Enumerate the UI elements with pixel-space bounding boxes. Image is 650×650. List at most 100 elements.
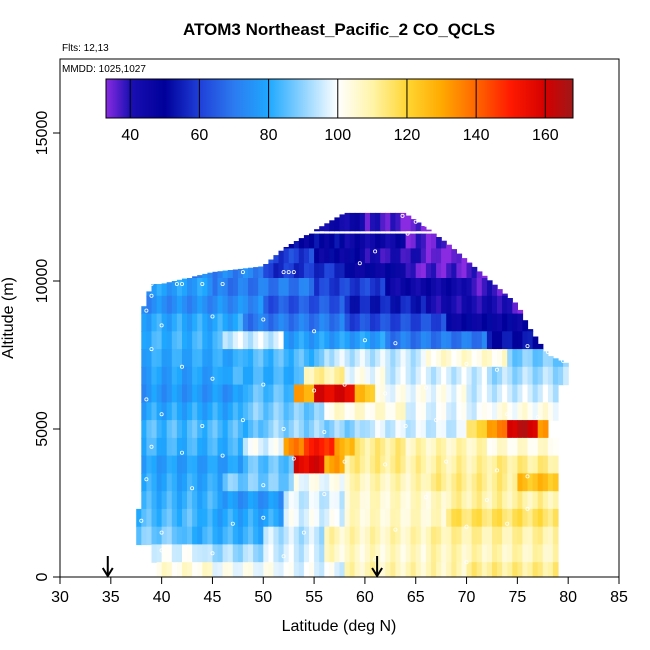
heatmap-cell [309, 313, 315, 332]
heatmap-cell [319, 420, 325, 439]
heatmap-cell [532, 455, 539, 474]
heatmap-cell [263, 331, 269, 350]
heatmap-cell [476, 562, 483, 578]
heatmap-cell [202, 437, 208, 457]
sample-point [525, 344, 530, 349]
heatmap-cell [222, 437, 229, 457]
heatmap-cell [222, 420, 229, 439]
heatmap-cell [542, 420, 549, 439]
heatmap-cell [146, 508, 153, 528]
heatmap-cell [552, 562, 559, 578]
heatmap-cell [552, 473, 559, 492]
heatmap-cell [354, 313, 361, 332]
heatmap-cell [166, 508, 173, 528]
heatmap-cell [258, 473, 264, 492]
heatmap-cell [344, 455, 351, 474]
heatmap-cell [237, 420, 244, 439]
sample-point [240, 270, 245, 275]
heatmap-cell [298, 544, 305, 563]
heatmap-cell [486, 402, 493, 421]
heatmap-cell [375, 384, 381, 403]
heatmap-cell [527, 384, 534, 403]
heatmap-cell [141, 384, 147, 403]
heatmap-cell [166, 349, 173, 368]
heatmap-cell [303, 402, 310, 421]
heatmap-cell [405, 233, 412, 252]
heatmap-cell [278, 366, 285, 386]
heatmap-cell [324, 544, 330, 563]
heatmap-cell [171, 473, 178, 492]
heatmap-cell [273, 402, 280, 421]
heatmap-cell [380, 212, 386, 232]
heatmap-cell [263, 508, 269, 528]
heatmap-cell [212, 366, 219, 386]
heatmap-cell [471, 491, 478, 510]
heatmap-cell [349, 491, 356, 510]
heatmap-cell [324, 263, 330, 282]
heatmap-cell [461, 366, 468, 386]
heatmap-cell [547, 455, 554, 474]
heatmap-cell [146, 420, 153, 439]
sample-point [149, 281, 154, 286]
heatmap-cell [512, 508, 518, 528]
heatmap-cell [436, 473, 442, 492]
heatmap-cell [339, 508, 346, 528]
heatmap-cell [314, 402, 320, 421]
heatmap-cell [293, 544, 300, 563]
heatmap-cell [410, 420, 417, 439]
heatmap-cell [552, 402, 559, 421]
heatmap-cell [197, 384, 203, 403]
heatmap-cell [359, 349, 366, 368]
heatmap-cell [217, 473, 224, 492]
heatmap-cell [268, 263, 275, 282]
heatmap-cell [405, 526, 412, 546]
heatmap-cell [420, 420, 427, 439]
heatmap-cell [436, 562, 442, 578]
heatmap-cell [385, 366, 391, 386]
heatmap-cell [329, 278, 335, 297]
heatmap-cell [451, 384, 457, 403]
heatmap-cell [161, 295, 168, 315]
heatmap-cell [222, 384, 229, 403]
heatmap-cell [187, 384, 193, 403]
heatmap-cell [395, 248, 402, 267]
heatmap-cell [283, 526, 290, 546]
heatmap-cell [176, 295, 183, 315]
heatmap-cell [314, 278, 320, 297]
heatmap-cell [359, 248, 366, 267]
heatmap-cell [497, 313, 503, 332]
heatmap-cell [481, 473, 488, 492]
heatmap-cell [537, 455, 544, 474]
heatmap-cell [410, 366, 417, 386]
heatmap-cell [446, 526, 452, 546]
heatmap-cell [146, 349, 153, 368]
heatmap-cell [334, 278, 341, 297]
heatmap-cell [283, 313, 290, 332]
heatmap-cell [451, 544, 457, 563]
heatmap-cell [207, 402, 214, 421]
heatmap-cell [552, 437, 559, 457]
heatmap-cell [319, 278, 325, 297]
heatmap-cell [303, 420, 310, 439]
heatmap-cell [324, 384, 330, 403]
heatmap-cell [258, 331, 264, 350]
heatmap-cell [217, 384, 224, 403]
heatmap-cell [359, 212, 366, 232]
heatmap-cell [507, 366, 513, 386]
heatmap-cell [288, 331, 295, 350]
heatmap-cell [364, 313, 371, 332]
heatmap-cell [405, 313, 412, 332]
heatmap-cell [319, 313, 325, 332]
heatmap-cell [456, 263, 463, 282]
heatmap-cell [537, 437, 544, 457]
sample-point [342, 382, 347, 387]
heatmap-cell [227, 562, 234, 578]
heatmap-cell [309, 544, 315, 563]
heatmap-cell [527, 562, 534, 578]
heatmap-cell [380, 349, 386, 368]
heatmap-cell [161, 455, 168, 474]
heatmap-cell [431, 491, 437, 510]
sample-point [261, 382, 266, 387]
heatmap-cell [395, 212, 402, 232]
sample-point [322, 429, 327, 434]
